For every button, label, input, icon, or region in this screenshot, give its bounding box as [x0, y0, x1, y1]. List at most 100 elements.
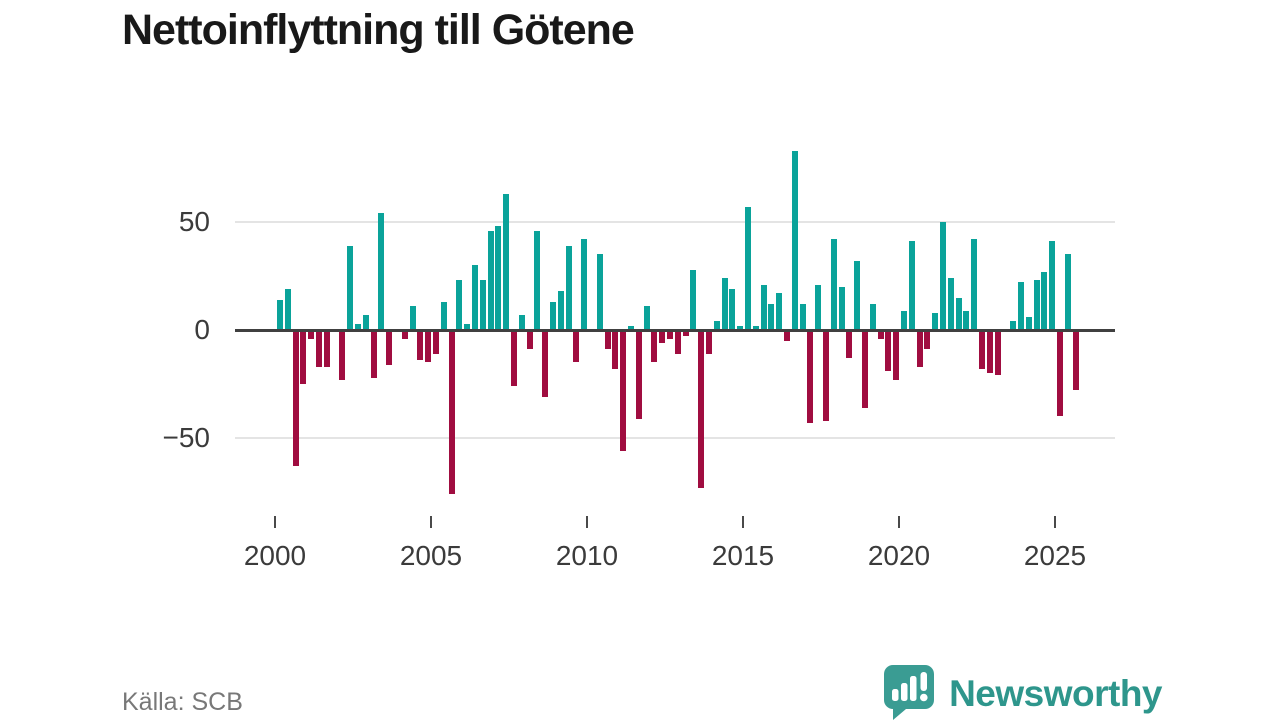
brand-logo: Newsworthy [881, 662, 1162, 720]
bar-2018Q3 [854, 260, 861, 330]
bar-2007Q4 [518, 314, 525, 330]
x-axis-label: 2005 [399, 540, 463, 571]
bar-2014Q4 [737, 325, 744, 330]
bar-2021Q4 [955, 297, 962, 330]
bar-2012Q4 [674, 330, 681, 354]
bar-2011Q4 [643, 306, 650, 330]
bar-2024Q2 [1033, 280, 1040, 330]
bar-2004Q3 [417, 330, 424, 361]
bar-2006Q2 [472, 265, 478, 330]
bar-2017Q4 [830, 239, 837, 330]
bar-2020Q2 [908, 241, 915, 330]
bar-2002Q2 [347, 245, 354, 330]
zero-axis-line [235, 328, 1115, 332]
bar-2019Q2 [877, 330, 884, 339]
bar-2020Q3 [916, 330, 923, 367]
bar-2011Q1 [620, 330, 627, 451]
bar-2014Q1 [713, 321, 720, 330]
bar-2009Q2 [565, 245, 572, 330]
bar-2017Q2 [815, 284, 822, 330]
bar-2015Q4 [768, 304, 775, 330]
bar-2024Q4 [1049, 241, 1056, 330]
bar-2022Q1 [963, 310, 970, 330]
x-axis-tick [898, 516, 900, 528]
bar-2019Q1 [869, 304, 876, 330]
bar-2007Q2 [503, 193, 510, 330]
bar-2002Q4 [362, 314, 369, 330]
source-caption: Källa: SCB [122, 688, 243, 716]
bar-2004Q4 [425, 330, 432, 363]
bar-2000Q3 [292, 330, 299, 467]
bar-2016Q3 [791, 150, 798, 330]
bar-2002Q3 [355, 323, 361, 330]
gridline [235, 221, 1115, 223]
bar-2024Q1 [1025, 317, 1032, 330]
bar-2012Q1 [651, 330, 658, 363]
bar-2013Q1 [682, 330, 689, 337]
bar-2018Q1 [838, 286, 845, 330]
bar-2020Q1 [901, 310, 907, 330]
bar-2005Q2 [440, 301, 447, 330]
bar-2003Q3 [386, 330, 393, 365]
bar-2019Q4 [893, 330, 900, 380]
bar-2007Q3 [511, 330, 517, 387]
bar-2007Q1 [495, 226, 502, 330]
bar-2000Q4 [300, 330, 307, 384]
x-axis-tick [430, 516, 432, 528]
gridline [235, 437, 1115, 439]
bar-2023Q4 [1018, 282, 1024, 330]
bar-2017Q3 [823, 330, 829, 421]
y-axis-label: 50 [178, 206, 210, 237]
bar-2006Q1 [464, 323, 471, 330]
bar-2014Q2 [721, 278, 728, 330]
bar-2020Q4 [924, 330, 931, 350]
y-axis-label: −50 [162, 422, 211, 453]
bar-2025Q1 [1057, 330, 1063, 417]
bar-2015Q3 [760, 284, 767, 330]
bar-2005Q4 [456, 280, 463, 330]
bar-2015Q2 [752, 325, 759, 330]
bar-2025Q2 [1064, 254, 1071, 330]
bar-2021Q3 [947, 278, 954, 330]
x-axis-label: 2010 [555, 540, 619, 571]
bar-2011Q2 [628, 325, 634, 330]
bar-2005Q3 [448, 330, 455, 495]
bar-2008Q4 [550, 301, 556, 330]
bar-2010Q3 [604, 330, 611, 350]
bar-2001Q2 [316, 330, 322, 367]
bar-2012Q3 [667, 330, 673, 339]
bar-2006Q3 [479, 280, 486, 330]
bar-2025Q3 [1072, 330, 1079, 391]
bar-2008Q2 [534, 230, 541, 330]
bar-2023Q3 [1010, 321, 1017, 330]
bar-2010Q2 [596, 254, 603, 330]
bar-2017Q1 [807, 330, 814, 423]
bar-2001Q3 [323, 330, 330, 367]
bar-2022Q3 [979, 330, 985, 369]
bar-2021Q1 [932, 312, 939, 330]
bar-2016Q2 [784, 330, 790, 341]
bar-2009Q1 [557, 291, 564, 330]
bar-2013Q3 [698, 330, 705, 488]
y-axis-label: 0 [194, 314, 210, 345]
bar-2023Q1 [994, 330, 1001, 376]
bar-2022Q2 [971, 239, 978, 330]
bar-2003Q2 [378, 213, 385, 330]
bar-2012Q2 [659, 330, 666, 343]
bar-2006Q4 [487, 230, 494, 330]
bar-2001Q1 [308, 330, 315, 339]
bar-2022Q4 [986, 330, 993, 374]
bar-2011Q3 [635, 330, 642, 419]
bar-2004Q2 [409, 306, 416, 330]
newsworthy-chart-bubble-icon [881, 662, 937, 720]
bar-2016Q1 [776, 293, 783, 330]
bar-2010Q4 [612, 330, 619, 369]
bar-2002Q1 [339, 330, 346, 380]
bar-2013Q2 [690, 269, 697, 330]
bar-2024Q3 [1041, 271, 1048, 330]
bar-2019Q3 [885, 330, 892, 372]
bar-2003Q1 [370, 330, 377, 378]
bar-2018Q2 [846, 330, 853, 359]
chart-title: Nettoinflyttning till Götene [122, 6, 635, 54]
bar-2014Q3 [729, 288, 736, 330]
